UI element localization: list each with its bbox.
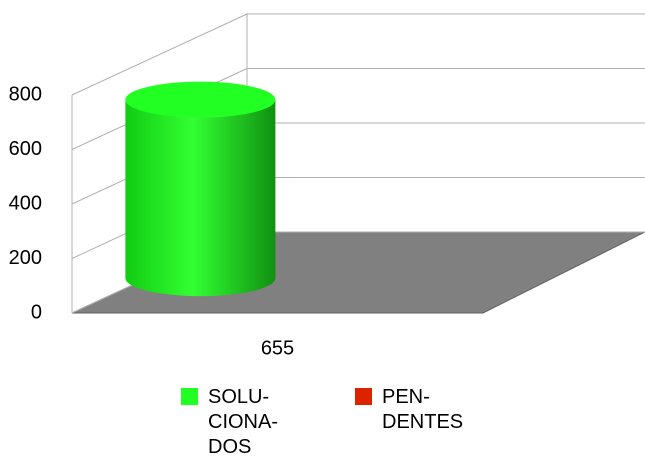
y-tick-label: 800 [9, 83, 42, 105]
y-tick-label: 200 [9, 247, 42, 269]
y-tick-label: 0 [31, 301, 42, 323]
grid-line [71, 13, 248, 96]
legend-label: PEN-DENTES [382, 386, 464, 433]
y-tick-label: 400 [9, 192, 42, 214]
legend-label: SOLU-CIONA-DOS [208, 386, 278, 458]
bar [125, 99, 276, 297]
legend-item: PEN-DENTES [355, 385, 467, 435]
y-tick-label: 600 [9, 138, 42, 160]
legend-swatch [181, 388, 198, 405]
bar-top [125, 81, 276, 118]
legend-item: SOLU-CIONA-DOS [181, 385, 278, 460]
legend-swatch [355, 388, 372, 405]
x-tick-label: 655 [261, 337, 294, 359]
